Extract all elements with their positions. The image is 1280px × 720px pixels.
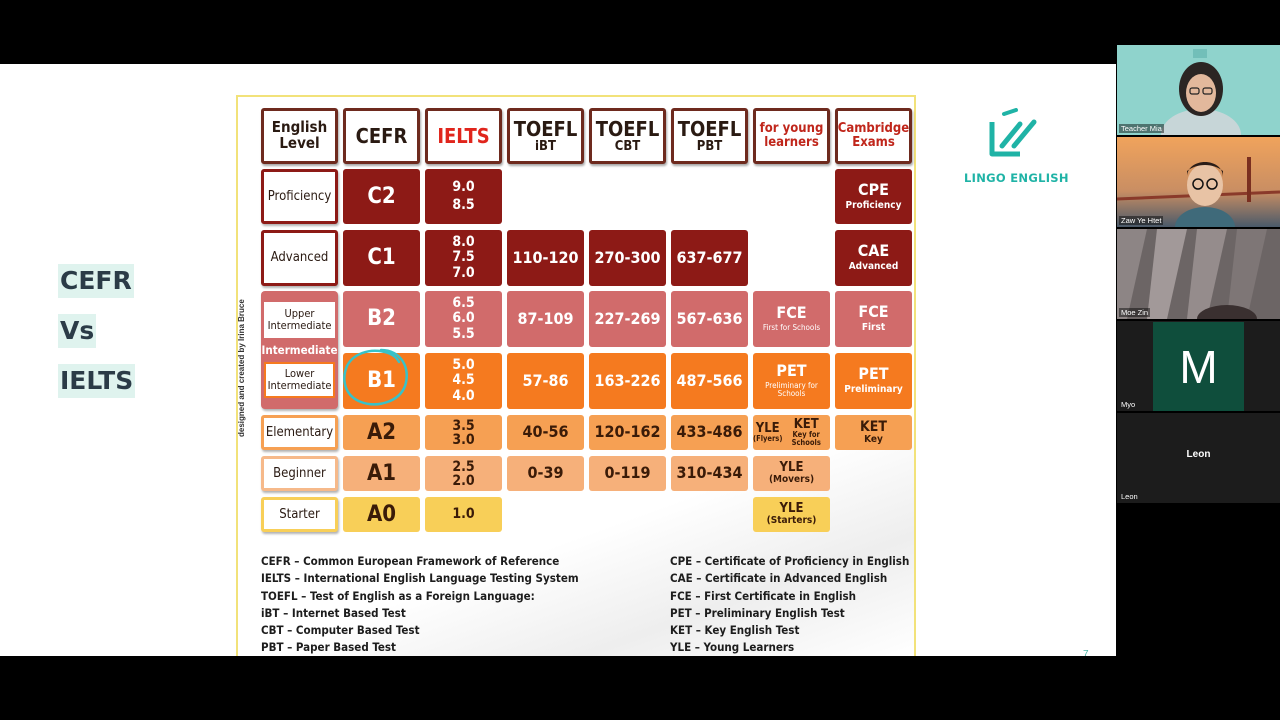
slide-title-ielts: IELTS bbox=[58, 364, 136, 398]
header-young-learners: for young learners bbox=[753, 108, 830, 164]
legend-right: CPE – Certificate of Proficiency in Engl… bbox=[670, 554, 910, 655]
toefl-cbt-b2: 227-269 bbox=[589, 291, 666, 347]
participant-display-name: Leon bbox=[1186, 449, 1211, 460]
legend-left: CEFR – Common European Framework of Refe… bbox=[261, 554, 579, 655]
annotation-circle bbox=[343, 348, 408, 406]
cefr-a2: A2 bbox=[343, 415, 420, 450]
chart-credit: designed and created by Irina Bruce bbox=[237, 299, 246, 437]
participant-name: Teacher Mia bbox=[1119, 124, 1164, 133]
young-fce: FCE First for Schools bbox=[753, 291, 830, 347]
level-intermediate-group: Upper Intermediate Intermediate Lower In… bbox=[261, 291, 338, 409]
cefr-comparison-chart: English Level CEFR IELTS TOEFL iBT TOEFL CB… bbox=[236, 95, 916, 656]
toefl-pbt-c1: 637-677 bbox=[671, 230, 748, 286]
young-ket: KET Key for Schools bbox=[791, 416, 821, 448]
ielts-b2: 6.5 6.0 5.5 bbox=[425, 291, 502, 347]
toefl-pbt-b2: 567-636 bbox=[671, 291, 748, 347]
cambridge-pet: PET Preliminary bbox=[835, 353, 912, 409]
cefr-a0: A0 bbox=[343, 497, 420, 532]
participant-tile-teacher-mia[interactable]: Teacher Mia bbox=[1117, 45, 1280, 135]
slide-title-vs: Vs bbox=[58, 314, 97, 348]
header-toefl-pbt: TOEFL PBT bbox=[671, 108, 748, 164]
participant-tile-myo[interactable]: M Myo bbox=[1117, 321, 1280, 411]
level-intermediate: Intermediate bbox=[261, 342, 338, 357]
logo-text: LINGO ENGLISH bbox=[964, 171, 1069, 185]
slide: CEFR Vs IELTS LINGO ENGLISH English Level… bbox=[0, 64, 1116, 656]
level-lower-intermediate: Lower Intermediate bbox=[264, 362, 335, 399]
ielts-a0: 1.0 bbox=[425, 497, 502, 532]
participant-video-teacher-mia bbox=[1117, 45, 1280, 135]
cefr-c1: C1 bbox=[343, 230, 420, 286]
ielts-a1: 2.5 2.0 bbox=[425, 456, 502, 491]
participant-name: Zaw Ye Htet bbox=[1119, 216, 1164, 225]
logo-icon bbox=[989, 108, 1037, 157]
participant-tile-moe-zin[interactable]: Moe Zin bbox=[1117, 229, 1280, 319]
participant-avatar: M bbox=[1153, 322, 1244, 411]
cambridge-fce: FCE First bbox=[835, 291, 912, 347]
header-english-level: English Level bbox=[261, 108, 338, 164]
toefl-ibt-a2: 40-56 bbox=[507, 415, 584, 450]
level-upper-intermediate: Upper Intermediate bbox=[264, 301, 335, 338]
toefl-cbt-c1: 270-300 bbox=[589, 230, 666, 286]
participant-name: Moe Zin bbox=[1119, 308, 1151, 317]
cambridge-cpe: CPE Proficiency bbox=[835, 169, 912, 224]
participant-tile-leon[interactable]: Leon Leon bbox=[1117, 413, 1280, 503]
toefl-cbt-b1: 163-226 bbox=[589, 353, 666, 409]
ielts-a2: 3.5 3.0 bbox=[425, 415, 502, 450]
level-starter: Starter bbox=[261, 497, 338, 532]
header-toefl-ibt: TOEFL iBT bbox=[507, 108, 584, 164]
toefl-pbt-b1: 487-566 bbox=[671, 353, 748, 409]
level-proficiency: Proficiency bbox=[261, 169, 338, 224]
cambridge-ket: KET Key bbox=[835, 415, 912, 450]
ielts-b1: 5.0 4.5 4.0 bbox=[425, 353, 502, 409]
level-advanced: Advanced bbox=[261, 230, 338, 286]
toefl-pbt-a2: 433-486 bbox=[671, 415, 748, 450]
young-yle-movers: YLE (Movers) bbox=[753, 456, 830, 491]
young-pet: PET Preliminary for Schools bbox=[753, 353, 830, 409]
header-ielts: IELTS bbox=[425, 108, 502, 164]
slide-page-number: 7 bbox=[1083, 649, 1089, 656]
slide-title-cefr: CEFR bbox=[58, 264, 134, 298]
young-yle-flyers: YLE (Flyers) bbox=[753, 420, 783, 444]
toefl-ibt-b1: 57-86 bbox=[507, 353, 584, 409]
toefl-ibt-c1: 110-120 bbox=[507, 230, 584, 286]
participant-name: Leon bbox=[1121, 492, 1138, 501]
cefr-b2: B2 bbox=[343, 291, 420, 347]
toefl-ibt-a1: 0-39 bbox=[507, 456, 584, 491]
participant-video-moe-zin bbox=[1117, 229, 1280, 319]
header-cefr: CEFR bbox=[343, 108, 420, 164]
level-beginner: Beginner bbox=[261, 456, 338, 491]
young-yle-ket: YLE (Flyers) KET Key for Schools bbox=[753, 415, 830, 450]
participant-name: Myo bbox=[1121, 400, 1136, 409]
lingo-english-logo: LINGO ENGLISH bbox=[964, 108, 1069, 185]
level-elementary: Elementary bbox=[261, 415, 338, 450]
header-cambridge-exams: Cambridge Exams bbox=[835, 108, 912, 164]
ielts-c1: 8.0 7.5 7.0 bbox=[425, 230, 502, 286]
cambridge-cae: CAE Advanced bbox=[835, 230, 912, 286]
cefr-c2: C2 bbox=[343, 169, 420, 224]
ielts-c2: 9.0 8.5 bbox=[425, 169, 502, 224]
toefl-cbt-a2: 120-162 bbox=[589, 415, 666, 450]
toefl-ibt-b2: 87-109 bbox=[507, 291, 584, 347]
header-toefl-cbt: TOEFL CBT bbox=[589, 108, 666, 164]
toefl-cbt-a1: 0-119 bbox=[589, 456, 666, 491]
participant-video-zaw-ye-htet bbox=[1117, 137, 1280, 227]
participant-panel: Teacher Mia Zaw Ye Htet Moe Zin M Myo bbox=[1117, 45, 1280, 505]
toefl-pbt-a1: 310-434 bbox=[671, 456, 748, 491]
young-yle-starters: YLE (Starters) bbox=[753, 497, 830, 532]
cefr-a1: A1 bbox=[343, 456, 420, 491]
participant-tile-zaw-ye-htet[interactable]: Zaw Ye Htet bbox=[1117, 137, 1280, 227]
